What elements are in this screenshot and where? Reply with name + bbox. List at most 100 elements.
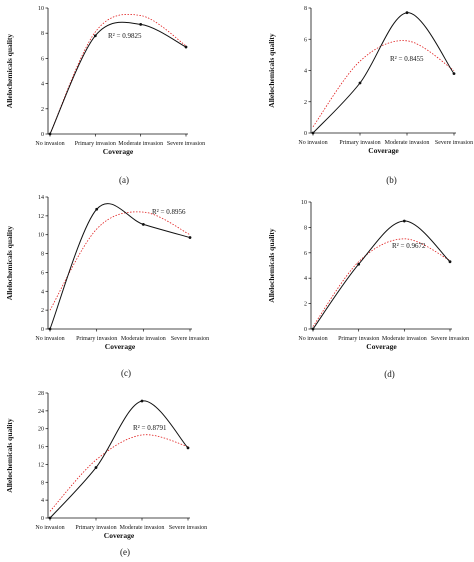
fit-curve — [49, 434, 189, 512]
y-tick-label: 6 — [304, 251, 307, 257]
data-point — [452, 72, 456, 76]
y-tick-label: 8 — [41, 31, 44, 37]
x-tick-label: Severe invasion — [171, 336, 209, 342]
data-point — [311, 131, 315, 135]
x-axis-title: Coverage — [366, 342, 397, 351]
fit-curve — [312, 40, 455, 127]
y-tick-label: 0 — [41, 516, 44, 522]
chart-panel-c: 0 2 4 6 8 10 12 14 No invasion Primary invasion Mo… — [5, 195, 209, 378]
y-tick-label: 10 — [301, 200, 307, 206]
panel-label: (e) — [120, 547, 130, 557]
y-tick-label: 4 — [304, 69, 307, 75]
data-point — [358, 81, 362, 85]
y-tick-label: 14 — [38, 195, 44, 201]
fit-curve — [49, 211, 191, 311]
data-point — [95, 207, 99, 211]
panel-label: (c) — [121, 368, 131, 378]
y-tick-label: 0 — [41, 132, 44, 138]
x-tick-label: Severe invasion — [167, 141, 205, 147]
r-squared-label: R² = 0.8455 — [390, 55, 424, 63]
x-tick-label: No invasion — [298, 140, 327, 146]
r-squared-label: R² = 0.9825 — [108, 32, 142, 40]
y-axis-title: Allelochemicals quality — [5, 418, 14, 493]
data-point — [448, 260, 452, 264]
data-point — [405, 11, 409, 15]
y-tick-label: 6 — [41, 56, 44, 62]
y-tick-label: 24 — [38, 409, 44, 415]
panel-label: (a) — [119, 175, 129, 185]
y-tick-label: 8 — [41, 252, 44, 258]
data-point — [93, 34, 97, 38]
x-tick-label: Severe invasion — [431, 336, 469, 342]
y-tick-label: 4 — [41, 289, 44, 295]
data-point — [311, 327, 315, 331]
x-axis-title: Coverage — [103, 147, 134, 156]
x-tick-label: Severe invasion — [169, 525, 207, 531]
data-point — [94, 466, 98, 469]
y-tick-label: 4 — [41, 498, 44, 504]
x-axis-title: Coverage — [368, 146, 399, 155]
chart-panel-d: 0 2 4 6 8 10 No invasion Primary invasion Modera… — [267, 200, 469, 379]
data-point — [402, 219, 406, 223]
y-tick-label: 12 — [38, 462, 44, 468]
r-squared-label: R² = 0.9672 — [392, 242, 426, 250]
chart-panel-e: 0 4 8 12 16 20 24 28 No invasion Primary invasion… — [5, 391, 207, 557]
data-point — [48, 132, 52, 136]
data-point — [188, 236, 192, 239]
r-squared-label: R² = 0.8791 — [133, 424, 167, 432]
y-tick-label: 10 — [38, 6, 44, 12]
data-point — [140, 399, 144, 403]
y-tick-label: 2 — [304, 100, 307, 106]
observed-curve — [312, 220, 451, 330]
y-tick-label: 2 — [41, 308, 44, 314]
observed-curve — [49, 400, 189, 519]
x-tick-label: No invasion — [298, 336, 327, 342]
y-tick-label: 28 — [38, 391, 44, 397]
x-tick-label: No invasion — [35, 141, 64, 147]
x-tick-label: Primary invasion — [339, 140, 380, 146]
x-tick-label: Severe invasion — [435, 140, 473, 146]
y-tick-label: 0 — [304, 131, 307, 137]
y-tick-label: 20 — [38, 427, 44, 433]
x-tick-label: Moderate invasion — [118, 141, 163, 147]
x-tick-label: No invasion — [35, 336, 64, 342]
x-tick-label: Moderate invasion — [120, 525, 165, 531]
data-point — [357, 262, 361, 266]
y-axis-title: Allelochemicals quality — [267, 33, 276, 108]
panel-label: (b) — [386, 175, 397, 185]
observed-curve — [49, 21, 187, 135]
y-tick-label: 10 — [38, 233, 44, 239]
y-tick-label: 8 — [304, 6, 307, 12]
data-point — [186, 446, 190, 450]
y-tick-label: 8 — [304, 225, 307, 231]
y-axis-title: Allelochemicals quality — [5, 34, 14, 109]
y-axis-title: Allelochemicals quality — [267, 228, 276, 303]
observed-curve — [49, 203, 191, 330]
y-tick-label: 4 — [41, 82, 44, 88]
x-tick-label: Moderate invasion — [385, 140, 430, 146]
y-axis-title: Allelochemicals quality — [5, 226, 14, 301]
x-tick-label: Moderate invasion — [121, 336, 166, 342]
y-tick-label: 8 — [41, 480, 44, 486]
y-tick-label: 6 — [41, 270, 44, 276]
data-point — [48, 327, 52, 331]
data-point — [48, 516, 52, 520]
y-tick-label: 16 — [38, 445, 44, 451]
x-tick-label: Primary invasion — [75, 525, 116, 531]
y-tick-label: 4 — [304, 276, 307, 282]
x-axis-title: Coverage — [105, 342, 136, 351]
data-point — [184, 45, 188, 49]
data-point — [139, 22, 143, 26]
x-tick-label: Moderate invasion — [382, 336, 427, 342]
y-tick-label: 0 — [304, 327, 307, 333]
y-tick-label: 6 — [304, 37, 307, 43]
r-squared-label: R² = 0.8956 — [152, 208, 186, 216]
fit-curve — [312, 238, 451, 327]
x-tick-label: Primary invasion — [338, 336, 379, 342]
data-point — [141, 222, 145, 226]
y-tick-label: 0 — [41, 327, 44, 333]
x-tick-label: Primary invasion — [75, 141, 116, 147]
x-tick-label: Primary invasion — [76, 336, 117, 342]
y-tick-label: 12 — [38, 214, 44, 220]
